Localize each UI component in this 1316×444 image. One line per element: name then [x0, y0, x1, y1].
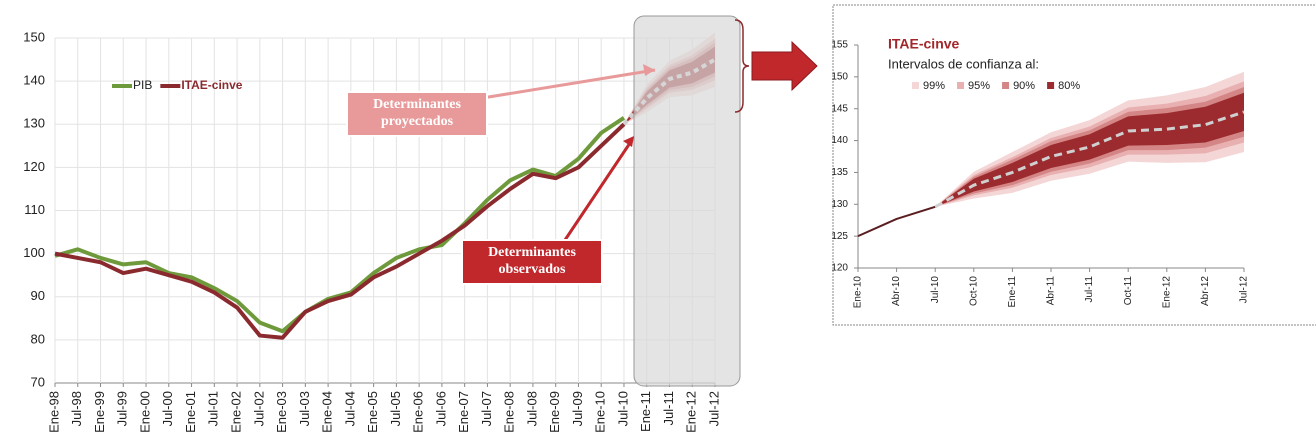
series-line	[857, 205, 936, 238]
y-tick-label: 125	[831, 231, 848, 242]
x-tick-label: Ene-06	[411, 391, 426, 433]
y-tick-label: 120	[23, 159, 45, 174]
chart-overlay: PIB ITAE-cinve Determinantes proyectados Det…	[112, 78, 603, 285]
x-tick-label: Ene-12	[684, 391, 699, 433]
x-tick-label: Jul-05	[388, 391, 403, 426]
x-tick-label: Jul-10	[930, 276, 941, 304]
annotation-box	[461, 239, 603, 285]
x-tick-label: Ene-12	[1161, 276, 1172, 309]
y-tick-label: 90	[31, 288, 45, 303]
legend-label: PIB	[133, 78, 152, 92]
x-tick-label: Ene-07	[456, 391, 471, 433]
annotation-text: Determinantes	[373, 97, 461, 112]
y-tick-label: 150	[831, 71, 848, 82]
annotation-text: proyectados	[381, 114, 454, 129]
y-tick-label: 135	[831, 167, 848, 178]
x-tick-label: Jul-03	[297, 391, 312, 426]
legend-label: 80%	[1058, 80, 1080, 92]
y-tick-label: 130	[23, 116, 45, 131]
x-tick-label: Oct-11	[1123, 276, 1134, 306]
legend-swatch	[957, 82, 965, 89]
chart: 120 125 130 135 140 145 150 155 Ene-10 Abr-10 Jul-…	[831, 40, 1249, 309]
x-tick-label: Ene-10	[853, 276, 864, 309]
confidence-band	[935, 92, 1244, 207]
x-tick-label: Ene-05	[365, 391, 380, 433]
forecast-line	[934, 110, 1245, 209]
x-tick-label: Ene-02	[229, 391, 244, 433]
zoom-arrow	[751, 40, 818, 92]
x-tick-label: Jul-01	[206, 391, 221, 426]
y-tick-label: 120	[831, 263, 848, 274]
y-tick-label: 155	[831, 40, 848, 51]
x-tick-label: Ene-11	[638, 391, 653, 432]
y-tick-label: 130	[831, 199, 848, 210]
annotation-text: Determinantes	[488, 245, 576, 260]
x-tick-label: Jul-98	[69, 391, 84, 426]
arrow-head	[643, 64, 655, 76]
x-tick-label: Abr-10	[891, 276, 902, 306]
x-tick-label: Jul-10	[615, 391, 630, 426]
legend-label: 90%	[1013, 80, 1035, 92]
y-tick-label: 110	[24, 202, 45, 217]
y-tick-label: 70	[31, 374, 45, 389]
arrow-proyectados	[469, 68, 656, 102]
series-line	[54, 116, 626, 334]
x-tick-label: Abr-12	[1200, 276, 1211, 306]
legend-label: ITAE-cinve	[181, 78, 242, 92]
x-tick-label: Jul-12	[706, 391, 721, 426]
bracket	[734, 19, 750, 113]
legend-swatch	[1002, 82, 1010, 89]
legend-label: 99%	[923, 80, 945, 92]
x-tick-label: Jul-04	[342, 391, 357, 426]
x-tick-label: Ene-03	[274, 391, 289, 433]
x-tick-label: Ene-00	[137, 391, 152, 433]
x-tick-label: Ene-99	[92, 391, 107, 433]
x-tick-label: Abr-11	[1046, 276, 1057, 306]
x-tick-label: Ene-10	[593, 391, 608, 433]
x-tick-label: Jul-11	[661, 391, 676, 425]
x-tick-label: Jul-00	[160, 391, 175, 426]
annotation-box	[346, 91, 488, 137]
y-tick-label: 140	[831, 135, 848, 146]
y-tick-label: 80	[31, 331, 45, 346]
legend-swatch	[1047, 82, 1055, 89]
x-tick-label: Ene-09	[547, 391, 562, 433]
arrow-head	[623, 136, 634, 147]
x-tick-label: Ene-01	[183, 391, 198, 433]
y-tick-label: 140	[23, 73, 45, 88]
legend-label: 95%	[968, 80, 990, 92]
x-tick-label: Jul-07	[479, 391, 494, 426]
chart-title: ITAE-cinve	[888, 36, 960, 52]
x-tick-label: Ene-08	[502, 391, 517, 433]
x-tick-label: Jul-08	[524, 391, 539, 426]
y-tick-label: 100	[23, 245, 45, 260]
chart-overlay: ITAE-cinve Intervalos de confianza al: 99%…	[888, 36, 1080, 92]
x-tick-label: Oct-10	[968, 276, 979, 306]
x-tick-label: Jul-06	[433, 391, 448, 426]
y-tick-label: 145	[831, 103, 848, 114]
annotation-text: observados	[499, 262, 566, 277]
forecast-highlight	[633, 15, 741, 387]
x-tick-label: Ene-11	[1007, 276, 1018, 308]
chart: 70 80 90 100 110 120 130 140 150 Ene-98 Jul-98 Ene-…	[23, 29, 721, 432]
x-tick-label: Jul-11	[1084, 276, 1095, 303]
arrow-observados	[563, 139, 634, 241]
x-tick-label: Jul-09	[570, 391, 585, 426]
x-tick-label: Jul-99	[115, 391, 130, 426]
series-line	[54, 122, 626, 340]
x-tick-label: Jul-12	[1239, 276, 1250, 304]
y-tick-label: 150	[23, 29, 45, 44]
x-tick-label: Jul-02	[251, 391, 266, 426]
x-tick-label: Ene-98	[46, 391, 61, 433]
x-tick-label: Ene-04	[320, 391, 335, 433]
chart-subtitle: Intervalos de confianza al:	[888, 56, 1039, 71]
legend-swatch	[912, 82, 919, 89]
